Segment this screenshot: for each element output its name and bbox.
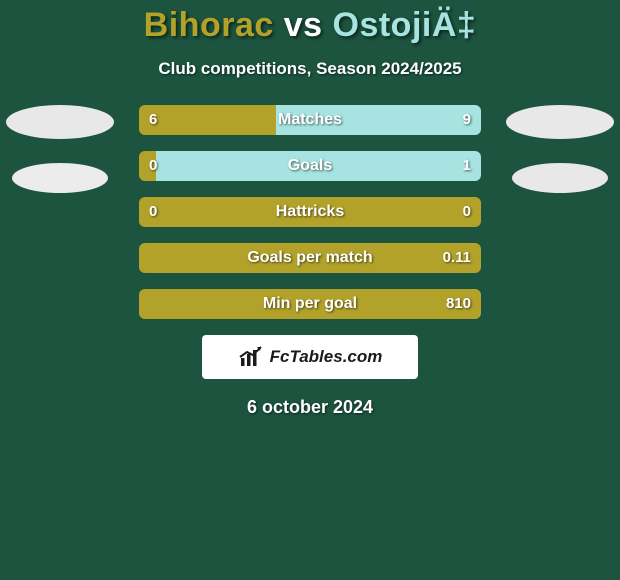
stats-stage: 69Matches 01Goals 00Hattricks 0.11Goals per…: [0, 105, 620, 418]
stat-label: Goals: [139, 151, 481, 181]
brand-badge: FcTables.com: [202, 335, 418, 379]
stat-label: Min per goal: [139, 289, 481, 319]
stat-row: 810Min per goal: [139, 289, 481, 319]
vs-label: vs: [284, 6, 323, 44]
subtitle: Club competitions, Season 2024/2025: [0, 59, 620, 79]
chart-icon: [238, 346, 264, 368]
player-b-avatar-secondary: [512, 163, 608, 193]
page-title: Bihorac vs OstojiÄ‡: [0, 0, 620, 45]
stat-row: 00Hattricks: [139, 197, 481, 227]
player-a-name: Bihorac: [144, 6, 274, 44]
stat-label: Hattricks: [139, 197, 481, 227]
player-b-avatars: [500, 105, 620, 217]
stat-label: Goals per match: [139, 243, 481, 273]
stat-row: 01Goals: [139, 151, 481, 181]
player-b-name: OstojiÄ‡: [333, 6, 477, 44]
stat-row: 0.11Goals per match: [139, 243, 481, 273]
stat-label: Matches: [139, 105, 481, 135]
player-a-avatar-primary: [6, 105, 114, 139]
comparison-card: Bihorac vs OstojiÄ‡ Club competitions, S…: [0, 0, 620, 580]
player-b-avatar-primary: [506, 105, 614, 139]
player-a-avatars: [0, 105, 120, 217]
brand-text: FcTables.com: [270, 347, 383, 367]
stat-bars: 69Matches 01Goals 00Hattricks 0.11Goals per…: [139, 105, 481, 319]
player-a-avatar-secondary: [12, 163, 108, 193]
stat-row: 69Matches: [139, 105, 481, 135]
date-label: 6 october 2024: [0, 397, 620, 418]
